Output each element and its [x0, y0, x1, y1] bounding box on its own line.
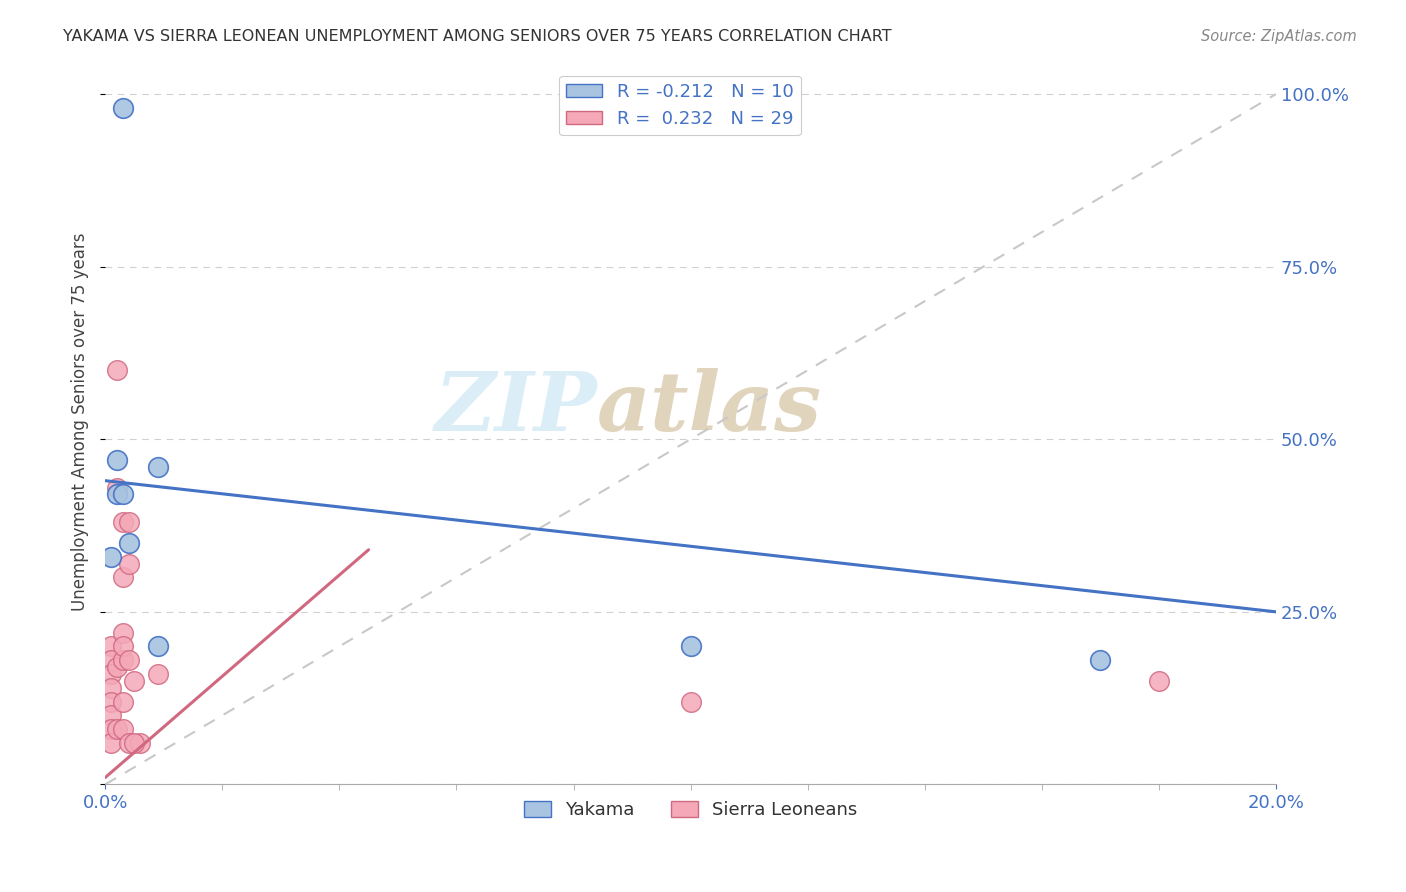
Point [100, 736, 122, 750]
Point [117, 653, 139, 667]
Point [1090, 653, 1112, 667]
Point [100, 708, 122, 723]
Point [679, 640, 702, 654]
Point [679, 695, 702, 709]
Point [111, 653, 134, 667]
Point [100, 653, 122, 667]
Legend: Yakama, Sierra Leoneans: Yakama, Sierra Leoneans [516, 793, 865, 826]
Point [124, 736, 146, 750]
Point [1147, 673, 1170, 688]
Point [111, 625, 134, 640]
Point [111, 722, 134, 736]
Point [100, 640, 122, 654]
Point [129, 736, 152, 750]
Point [105, 722, 128, 736]
Text: atlas: atlas [598, 368, 823, 448]
Point [105, 363, 128, 377]
Point [111, 570, 134, 584]
Point [105, 660, 128, 674]
Point [146, 640, 169, 654]
Point [117, 515, 139, 529]
Point [124, 673, 146, 688]
Point [117, 557, 139, 571]
Point [105, 481, 128, 495]
Point [146, 667, 169, 681]
Point [111, 695, 134, 709]
Point [111, 640, 134, 654]
Point [111, 515, 134, 529]
Point [100, 549, 122, 564]
Point [117, 536, 139, 550]
Point [105, 487, 128, 501]
Point [111, 101, 134, 115]
Text: YAKAMA VS SIERRA LEONEAN UNEMPLOYMENT AMONG SENIORS OVER 75 YEARS CORRELATION CH: YAKAMA VS SIERRA LEONEAN UNEMPLOYMENT AM… [63, 29, 891, 44]
Point [100, 695, 122, 709]
Point [100, 722, 122, 736]
Point [100, 667, 122, 681]
Text: ZIP: ZIP [434, 368, 598, 448]
Point [146, 459, 169, 474]
Point [117, 736, 139, 750]
Point [100, 681, 122, 695]
Y-axis label: Unemployment Among Seniors over 75 years: Unemployment Among Seniors over 75 years [72, 233, 89, 611]
Text: Source: ZipAtlas.com: Source: ZipAtlas.com [1201, 29, 1357, 44]
Point [105, 453, 128, 467]
Point [111, 487, 134, 501]
